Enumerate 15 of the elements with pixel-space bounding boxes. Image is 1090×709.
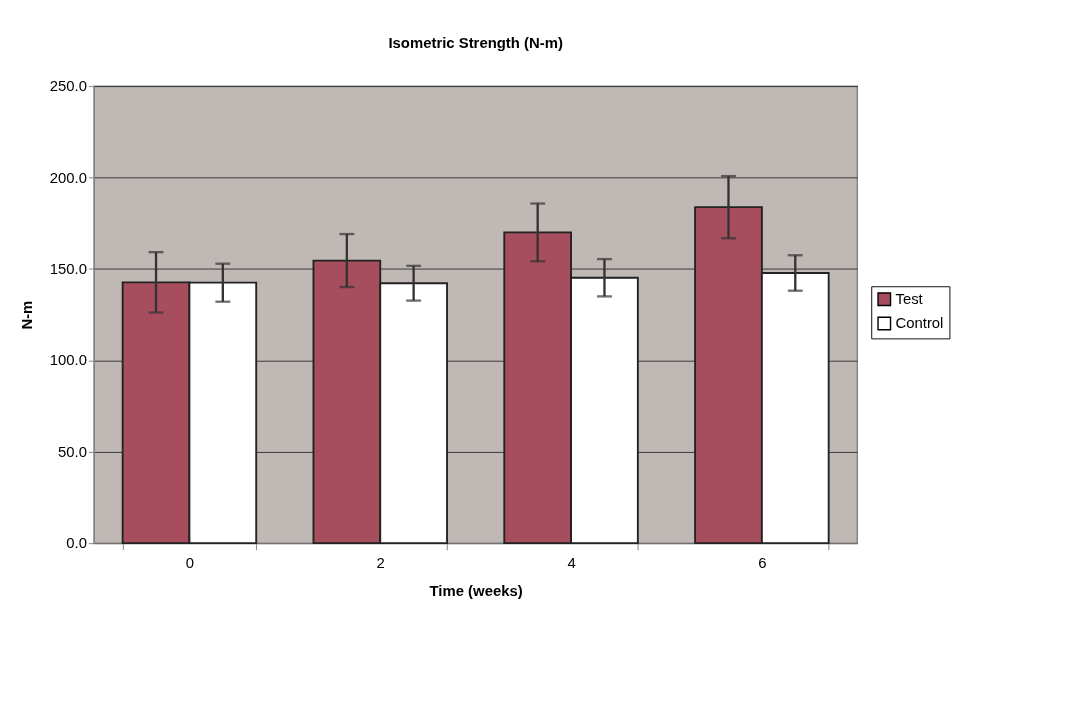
legend-label: Control [895, 315, 944, 332]
x-axis-title: Time (weeks) [429, 582, 523, 599]
y-tick-label: 150.0 [49, 261, 88, 278]
y-tick-label: 250.0 [49, 78, 88, 95]
legend-label: Test [895, 290, 924, 307]
x-tick-label: 6 [758, 554, 767, 571]
x-tick-label: 2 [376, 554, 385, 571]
y-tick-label: 50.0 [58, 443, 88, 460]
y-tick-label: 200.0 [49, 169, 88, 186]
x-tick-label: 4 [567, 554, 576, 571]
y-tick-label: 100.0 [49, 352, 88, 369]
chart-title: Isometric Strength (N-m) [388, 34, 563, 51]
y-tick-label: 0.0 [66, 535, 88, 552]
x-tick-label: 0 [185, 554, 195, 571]
y-axis-title: N-m [19, 300, 36, 330]
